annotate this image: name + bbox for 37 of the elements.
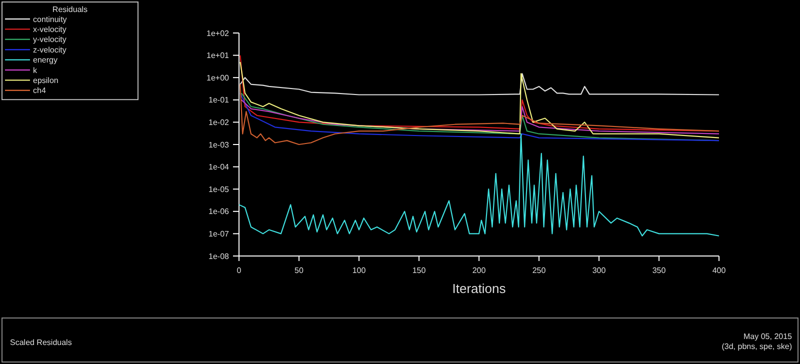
line-series [240, 84, 720, 146]
y-tick-label: 1e-06 [208, 207, 230, 216]
legend-label: k [33, 66, 38, 75]
x-tick-label: 250 [532, 266, 546, 275]
legend-label: ch4 [33, 86, 46, 96]
y-tick-label: 1e+01 [206, 51, 230, 60]
text: Scaled Residuals [10, 338, 72, 347]
legend-label: x-velocity [33, 25, 66, 34]
x-tick-label: 350 [652, 266, 666, 275]
x-tick-label: 100 [352, 266, 366, 275]
legend-label: y-velocity [33, 35, 66, 44]
y-tick-label: 1e-02 [208, 118, 230, 127]
legend-label: continuity [33, 14, 67, 24]
y-tick-label: 1e-07 [208, 230, 230, 238]
x-tick-label: 300 [592, 266, 606, 275]
y-tick-label: 1e-05 [208, 184, 230, 194]
text: May 05, 2015 [744, 332, 793, 341]
x-tick-label: 50 [294, 266, 304, 275]
y-tick-label: 1e-08 [208, 252, 230, 261]
x-tick-label: 150 [412, 266, 426, 275]
x-tick-label: 200 [472, 266, 486, 275]
legend-title: Residuals [52, 5, 88, 14]
x-tick-label: 400 [712, 266, 726, 275]
y-tick-label: 1e-03 [208, 140, 230, 150]
legend-label: energy [33, 56, 58, 65]
text: (3d, pbns, spe, ske) [722, 342, 792, 351]
line-series [238, 133, 720, 236]
line-series [240, 61, 720, 138]
y-tick-label: 1e+02 [206, 28, 230, 38]
legend-label: z-velocity [33, 45, 66, 54]
x-tick-label: 0 [236, 266, 242, 275]
legend-label: epsilon [33, 76, 58, 85]
y-tick-label: 1e-01 [208, 96, 230, 105]
y-tick-label: 1e+00 [206, 73, 230, 82]
x-axis-title: Iterations [452, 281, 506, 296]
line-series [240, 73, 720, 96]
y-tick-label: 1e-04 [208, 162, 230, 172]
